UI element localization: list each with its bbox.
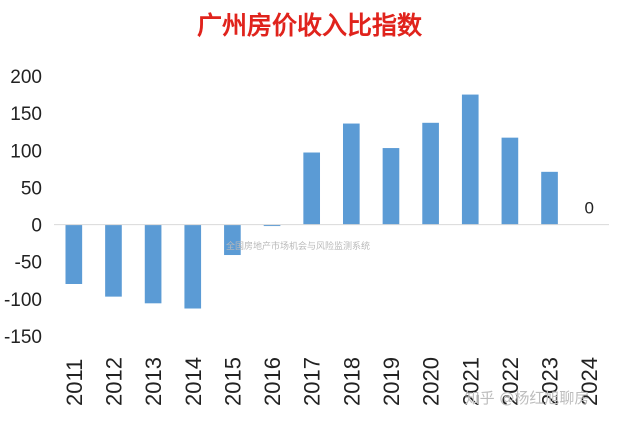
- y-tick-label: 50: [21, 178, 42, 199]
- bar-2014: [184, 224, 202, 309]
- bar-2021: [461, 94, 479, 225]
- x-tick-label: 2014: [181, 357, 206, 406]
- bar-2013: [144, 224, 162, 304]
- x-tick-label: 2019: [379, 357, 404, 406]
- x-tick-label: 2022: [498, 357, 523, 406]
- y-tick-label: 0: [31, 216, 42, 237]
- watermark-bottom-right: 知乎 @杨红旭聊房: [465, 389, 590, 407]
- data-label-2024: 0: [584, 199, 593, 218]
- bar-2015: [224, 224, 241, 256]
- y-tick-label: 150: [10, 104, 42, 125]
- x-tick-label: 2017: [300, 357, 325, 406]
- x-tick-label: 2015: [220, 357, 245, 406]
- bar-2011: [65, 224, 83, 284]
- x-tick-label: 2013: [141, 357, 166, 406]
- y-tick-label: -100: [4, 290, 42, 311]
- watermark-center: 全国房地产市场机会与风险监测系统: [226, 240, 370, 252]
- bar-2023: [541, 171, 558, 225]
- x-tick-label: 2018: [339, 357, 364, 406]
- bar-2012: [105, 224, 122, 297]
- x-tick-label: 2016: [260, 357, 285, 406]
- y-tick-label: -50: [15, 253, 42, 274]
- data-labels: 0: [584, 199, 593, 218]
- x-tick-label: 2024: [577, 357, 602, 406]
- bar-2022: [501, 137, 519, 225]
- bar-2017: [303, 152, 321, 225]
- y-axis-ticks: 200 150 100 50 0 -50 -100 -150: [4, 67, 42, 348]
- x-tick-label: 2021: [458, 357, 483, 406]
- bars-group: [65, 94, 558, 309]
- x-axis-ticks: 2011 2012 2013 2014 2015 2016 2017 2018 2019 2020…: [62, 357, 602, 406]
- x-tick-label: 2020: [419, 357, 444, 406]
- y-tick-label: 100: [10, 141, 42, 162]
- bar-2019: [382, 148, 400, 225]
- x-tick-label: 2023: [538, 357, 563, 406]
- y-tick-label: 200: [10, 67, 42, 88]
- bar-2018: [342, 123, 360, 225]
- x-tick-label: 2011: [62, 359, 87, 406]
- bar-2020: [422, 122, 439, 225]
- y-tick-label: -150: [4, 327, 42, 348]
- x-tick-label: 2012: [101, 357, 126, 406]
- chart-title: 广州房价收入比指数: [196, 11, 422, 40]
- bar-2016: [263, 224, 281, 227]
